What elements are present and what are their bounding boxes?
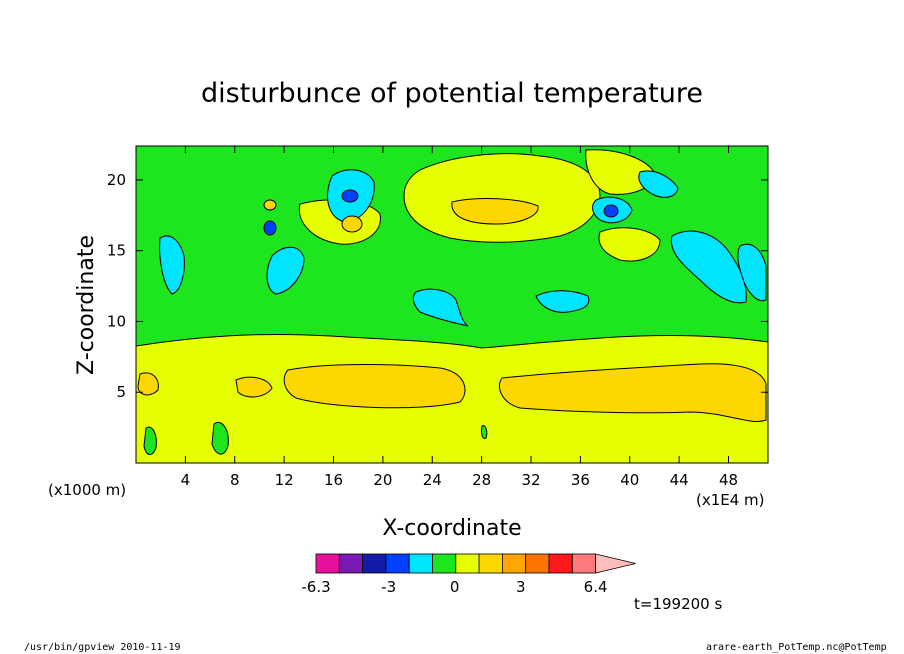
- x-tick-label: 16: [324, 471, 343, 489]
- x-tick-label: 48: [719, 471, 738, 489]
- colorbar-tick-label: -3: [381, 578, 396, 596]
- colorbar-segment: [432, 553, 457, 574]
- cyan-region-4: [535, 290, 590, 313]
- y-tick-label: 20: [107, 171, 126, 189]
- upper-orange-top: [451, 198, 539, 225]
- orange-maximum-2: [263, 199, 277, 211]
- colorbar-segment: [408, 553, 433, 574]
- y-axis-ticks: 5 10 15 20: [107, 171, 768, 401]
- cyan-region-7: [638, 170, 679, 198]
- footer-right: arare-earth_PotTemp.nc@PotTemp: [706, 642, 887, 653]
- colorbar-segment: [525, 553, 550, 574]
- y-tick-label: 15: [107, 242, 126, 260]
- chart-title: disturbunce of potential temperature: [201, 78, 703, 109]
- orange-blob-small-left: [137, 372, 159, 396]
- green-patch-bottom-2: [211, 422, 229, 455]
- x-tick-label: 4: [181, 471, 191, 489]
- colorbar-tick-label: 3: [516, 578, 526, 596]
- colorbar-tick-label: 0: [450, 578, 460, 596]
- time-label: t=199200 s: [634, 595, 722, 613]
- x-tick-label: 40: [620, 471, 639, 489]
- green-patch-bottom-3: [481, 425, 488, 439]
- green-patch-bottom-1: [143, 426, 157, 455]
- blue-minimum-2: [603, 204, 619, 218]
- cyan-region-8: [159, 235, 185, 295]
- y-axis-title: Z-coordinate: [74, 235, 99, 375]
- x-tick-label: 32: [521, 471, 540, 489]
- footer-left: /usr/bin/gpview 2010-11-19: [24, 642, 181, 653]
- colorbar-segment: [455, 553, 480, 574]
- x-tick-label: 36: [571, 471, 590, 489]
- upper-yellow-top: [403, 153, 601, 243]
- x-axis-ticks: 4 8 12 16 20 24 28 32 36 40 44 48: [181, 146, 738, 489]
- colorbar-segment: [362, 553, 387, 574]
- x-unit-extra-label: (x1E4 m): [696, 491, 765, 509]
- cyan-region-5: [670, 230, 747, 304]
- x-tick-label: 24: [423, 471, 442, 489]
- x-unit-label: (x1000 m): [48, 481, 126, 499]
- x-axis-title: X-coordinate: [382, 516, 521, 541]
- x-tick-label: 44: [670, 471, 689, 489]
- colorbar: [315, 553, 636, 574]
- y-tick-label: 5: [116, 383, 126, 401]
- colorbar-segment: [478, 553, 503, 574]
- colorbar-segment: [548, 553, 573, 574]
- colorbar-tick-label: -6.3: [301, 578, 330, 596]
- upper-yellow-right2: [598, 227, 661, 262]
- x-tick-label: 8: [230, 471, 240, 489]
- cyan-region-9: [737, 243, 767, 302]
- colorbar-arrow: [595, 553, 636, 574]
- orange-blob-left: [283, 364, 466, 409]
- colorbar-tick-labels: -6.3 -3 0 3 6.4: [301, 578, 607, 596]
- orange-maximum-1: [341, 215, 363, 233]
- colorbar-segment: [571, 553, 596, 574]
- blue-minimum-1: [341, 189, 359, 203]
- x-tick-label: 12: [275, 471, 294, 489]
- cyan-region-2: [266, 246, 305, 295]
- colorbar-segment: [385, 553, 410, 574]
- blue-minimum-3: [263, 220, 277, 236]
- cyan-region-3: [412, 288, 469, 327]
- colorbar-segment: [315, 553, 340, 574]
- plot-frame: [135, 145, 769, 464]
- orange-blob-mid: [235, 376, 273, 398]
- orange-blob-right: [498, 363, 767, 422]
- colorbar-segment: [501, 553, 527, 574]
- x-tick-label: 20: [373, 471, 392, 489]
- colorbar-tick-label: 6.4: [584, 578, 608, 596]
- x-tick-label: 28: [472, 471, 491, 489]
- colorbar-segment: [338, 553, 363, 574]
- y-tick-label: 10: [107, 312, 126, 330]
- plot-area: [136, 146, 768, 463]
